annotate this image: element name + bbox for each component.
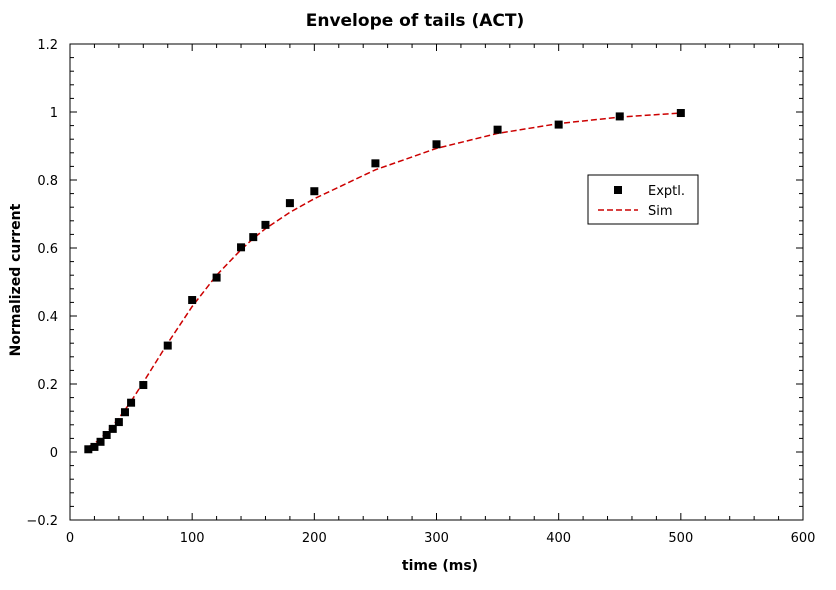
- y-tick-label: 0.8: [37, 174, 58, 189]
- x-tick-label: 100: [180, 531, 205, 546]
- x-tick-label: 300: [424, 531, 449, 546]
- x-axis-ticks: 0 100 200 300 400 500 600: [66, 44, 816, 546]
- x-axis-label: time (ms): [402, 558, 478, 574]
- legend-label-sim: Sim: [648, 204, 673, 219]
- data-point-exptl: [493, 125, 502, 134]
- y-tick-label: 1: [50, 106, 58, 121]
- data-point-exptl: [139, 381, 148, 390]
- data-point-exptl: [554, 120, 563, 129]
- legend-box: [587, 174, 699, 225]
- data-point-exptl: [120, 408, 129, 417]
- data-point-exptl: [212, 273, 221, 282]
- plot-area: [69, 43, 804, 521]
- legend-marker-exptl: [614, 186, 622, 194]
- chart-title: Envelope of tails (ACT): [306, 11, 525, 31]
- data-point-exptl: [163, 341, 172, 350]
- data-point-exptl: [371, 159, 380, 168]
- data-point-exptl: [96, 437, 105, 446]
- data-point-exptl: [432, 140, 441, 149]
- data-point-exptl: [676, 109, 685, 118]
- y-axis-ticks: −0.2 0 0.2 0.4 0.6 0.8 1 1.2: [26, 38, 803, 529]
- data-point-exptl: [127, 398, 136, 407]
- x-tick-label: 500: [668, 531, 693, 546]
- data-point-exptl: [285, 199, 294, 208]
- y-tick-label: 0.4: [37, 310, 58, 325]
- y-tick-label: −0.2: [26, 514, 58, 529]
- data-point-exptl: [90, 442, 99, 451]
- data-point-exptl: [102, 431, 111, 439]
- data-point-exptl: [114, 418, 123, 427]
- x-tick-label: 200: [302, 531, 327, 546]
- x-tick-label: 400: [546, 531, 571, 546]
- x-tick-label: 0: [66, 531, 74, 546]
- y-tick-label: 0.2: [37, 378, 58, 393]
- data-point-exptl: [310, 187, 319, 196]
- data-point-exptl: [188, 296, 197, 305]
- y-tick-label: 1.2: [37, 38, 58, 53]
- x-tick-label: 600: [791, 531, 816, 546]
- plot-content: [84, 109, 685, 454]
- data-point-exptl: [249, 233, 258, 242]
- data-point-exptl: [237, 243, 246, 252]
- data-point-exptl: [615, 112, 624, 121]
- legend-label-exptl: Exptl.: [648, 184, 685, 199]
- y-tick-label: 0: [50, 446, 58, 461]
- y-tick-label: 0.6: [37, 242, 58, 257]
- data-point-exptl: [84, 445, 93, 454]
- data-point-exptl: [108, 424, 117, 433]
- y-axis-label: Normalized current: [8, 203, 24, 356]
- legend: Exptl. Sim: [587, 174, 699, 225]
- data-point-exptl: [261, 220, 270, 229]
